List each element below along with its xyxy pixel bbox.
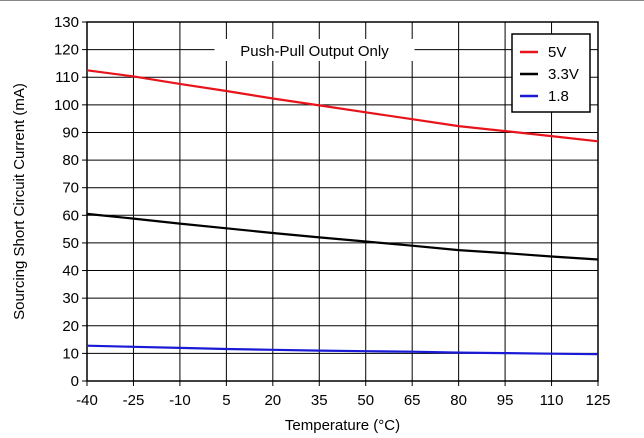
x-tick-label: -40 <box>76 392 98 409</box>
series-line <box>86 344 599 356</box>
legend-label: 1.8 <box>548 88 569 105</box>
x-tick-label: 50 <box>357 392 374 409</box>
x-tick-label: 5 <box>222 392 230 409</box>
y-tick-label: 100 <box>54 97 79 114</box>
y-tick-label: 0 <box>71 373 79 390</box>
x-tick-label: -10 <box>169 392 191 409</box>
y-tick-label: 10 <box>62 345 79 362</box>
x-tick-label: -25 <box>123 392 145 409</box>
series-lines <box>86 69 599 356</box>
x-axis-label: Temperature (°C) <box>285 417 400 434</box>
x-tick-label: 125 <box>585 392 610 409</box>
x-tick-label: 35 <box>311 392 328 409</box>
annotation-text: Push-Pull Output Only <box>240 43 389 60</box>
y-tick-label: 20 <box>62 318 79 335</box>
annotation-background <box>214 39 415 61</box>
legend-label: 3.3V <box>548 66 579 83</box>
plot-frame <box>86 21 599 382</box>
x-tick-label: 80 <box>450 392 467 409</box>
y-tick-label: 40 <box>62 263 79 280</box>
axes: -40 -25 -10 5 20 35 50 65 80 95 110 125 0 10 20 30 40 50 6… <box>54 14 611 409</box>
legend-label: 5V <box>548 44 566 61</box>
x-tick-label: 95 <box>497 392 514 409</box>
y-tick-label: 30 <box>62 290 79 307</box>
y-tick-label: 80 <box>62 152 79 169</box>
y-tick-label: 90 <box>62 124 79 141</box>
y-tick-label: 130 <box>54 14 79 31</box>
x-tick-label: 20 <box>264 392 281 409</box>
y-tick-label: 70 <box>62 180 79 197</box>
y-tick-label: 110 <box>55 69 79 86</box>
legend: 5V 3.3V 1.8 <box>511 33 591 113</box>
series-line <box>86 69 599 143</box>
top-rule <box>0 0 644 1</box>
y-tick-label: 50 <box>62 235 79 252</box>
y-tick-label: 60 <box>62 207 79 224</box>
series-line <box>86 212 599 261</box>
y-tick-label: 120 <box>54 42 79 59</box>
x-tick-label: 65 <box>404 392 421 409</box>
x-tick-label: 110 <box>540 392 564 409</box>
y-axis-label: Sourcing Short Circuit Current (mA) <box>11 83 28 320</box>
annotation-group: Push-Pull Output Only <box>214 39 415 61</box>
